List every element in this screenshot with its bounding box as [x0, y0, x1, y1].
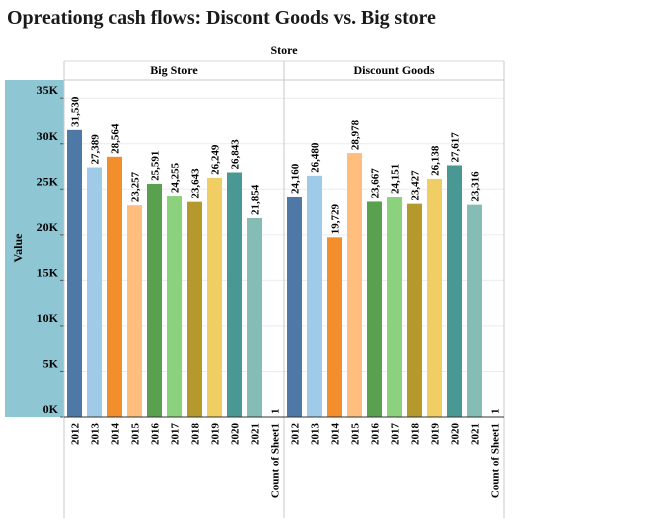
x-tick-label: 2020: [230, 423, 242, 446]
data-label: 21,854: [250, 184, 262, 215]
y-tick-label: 30K: [37, 129, 59, 143]
x-tick-label: 2018: [410, 423, 422, 446]
x-tick-label: 2012: [290, 423, 302, 446]
bar-big-store-2020[interactable]: [227, 172, 242, 417]
x-tick-label: 2019: [430, 423, 442, 446]
y-axis-title[interactable]: Value: [11, 233, 25, 263]
y-tick-label: 20K: [37, 220, 59, 234]
data-label: 27,389: [90, 134, 102, 165]
data-label: 26,138: [430, 145, 442, 176]
bar-discount-goods-2019[interactable]: [427, 178, 442, 417]
data-label: 31,530: [70, 96, 82, 127]
y-axis-ticks: 0K 5K 10K 15K 20K 25K 30K 35K: [37, 83, 64, 418]
x-tick-label: Count of Sheet1: [490, 423, 502, 498]
x-tick-label: 2017: [390, 423, 402, 446]
x-tick-label: Count of Sheet1: [270, 423, 282, 498]
y-axis-band[interactable]: [5, 80, 64, 417]
data-label: 26,843: [230, 139, 242, 170]
bar-big-store-2012[interactable]: [67, 129, 82, 417]
y-tick-label: 35K: [37, 83, 59, 97]
bar-discount-goods-2016[interactable]: [367, 201, 382, 417]
bar-big-store-2013[interactable]: [87, 167, 102, 417]
panel-header-discount-goods[interactable]: Discount Goods: [353, 63, 434, 77]
data-label: 25,591: [150, 151, 162, 181]
column-header: Store: [270, 43, 298, 57]
bar-big-store-2017[interactable]: [167, 196, 182, 417]
data-label: 24,160: [290, 163, 302, 194]
data-label: 27,617: [450, 132, 462, 163]
x-tick-label: 2012: [70, 423, 82, 446]
data-label: 19,729: [330, 204, 342, 235]
chart-title: Opreationg cash flows: Discont Goods vs.…: [7, 7, 436, 29]
x-tick-label: 2016: [370, 423, 382, 446]
y-tick-label: 0K: [43, 402, 59, 416]
x-tick-label: 2016: [150, 423, 162, 446]
bar-discount-goods-2012[interactable]: [287, 196, 302, 417]
data-label: 23,643: [190, 168, 202, 199]
bar-big-store-2019[interactable]: [207, 177, 222, 417]
bar-discount-goods-2014[interactable]: [327, 237, 342, 417]
panel-header-big-store[interactable]: Big Store: [150, 63, 198, 77]
bar-discount-goods-2015[interactable]: [347, 153, 362, 417]
data-label: 23,427: [410, 170, 422, 201]
bar-big-store-2016[interactable]: [147, 183, 162, 417]
y-tick-label: 5K: [43, 356, 59, 370]
x-tick-label: 2021: [470, 423, 482, 445]
bar-discount-goods-2013[interactable]: [307, 175, 322, 417]
data-label: 28,564: [110, 123, 122, 154]
x-tick-label: 2017: [170, 423, 182, 446]
x-tick-label: 2014: [110, 423, 122, 446]
data-label: 1: [490, 408, 502, 414]
data-label: 23,667: [370, 168, 382, 199]
bar-discount-goods-2021[interactable]: [467, 204, 482, 417]
data-label: 28,978: [350, 119, 362, 150]
x-tick-label: 2013: [310, 423, 322, 446]
data-label: 23,316: [470, 171, 482, 202]
x-tick-label: 2015: [130, 423, 142, 446]
bar-big-store-2015[interactable]: [127, 205, 142, 417]
x-axis-labels: 2012 2013 2014 2015 2016 2017 2018 2019 2020 2021…: [70, 423, 502, 499]
bar-discount-goods-2018[interactable]: [407, 203, 422, 417]
x-tick-label: 2018: [190, 423, 202, 446]
bar-big-store-2021[interactable]: [247, 217, 262, 417]
x-tick-label: 2021: [250, 423, 262, 445]
x-tick-label: 2019: [210, 423, 222, 446]
y-tick-label: 15K: [37, 265, 59, 279]
bar-discount-goods-2017[interactable]: [387, 197, 402, 417]
x-tick-label: 2014: [330, 423, 342, 446]
data-label: 1: [270, 408, 282, 414]
x-tick-label: 2013: [90, 423, 102, 446]
x-tick-label: 2015: [350, 423, 362, 446]
data-label: 24,151: [390, 164, 402, 194]
data-label: 23,257: [130, 171, 142, 202]
data-label: 24,255: [170, 162, 182, 193]
x-tick-label: 2020: [450, 423, 462, 446]
bar-big-store-2014[interactable]: [107, 156, 122, 417]
y-tick-label: 25K: [37, 174, 59, 188]
data-label: 26,480: [310, 142, 322, 173]
bar-discount-goods-2020[interactable]: [447, 165, 462, 417]
bar-big-store-2018[interactable]: [187, 201, 202, 417]
data-label: 26,249: [210, 144, 222, 175]
y-tick-label: 10K: [37, 311, 59, 325]
bar-marks: 31,530 27,389 28,564 23,257 25,591 24,255 23,6…: [67, 96, 502, 418]
